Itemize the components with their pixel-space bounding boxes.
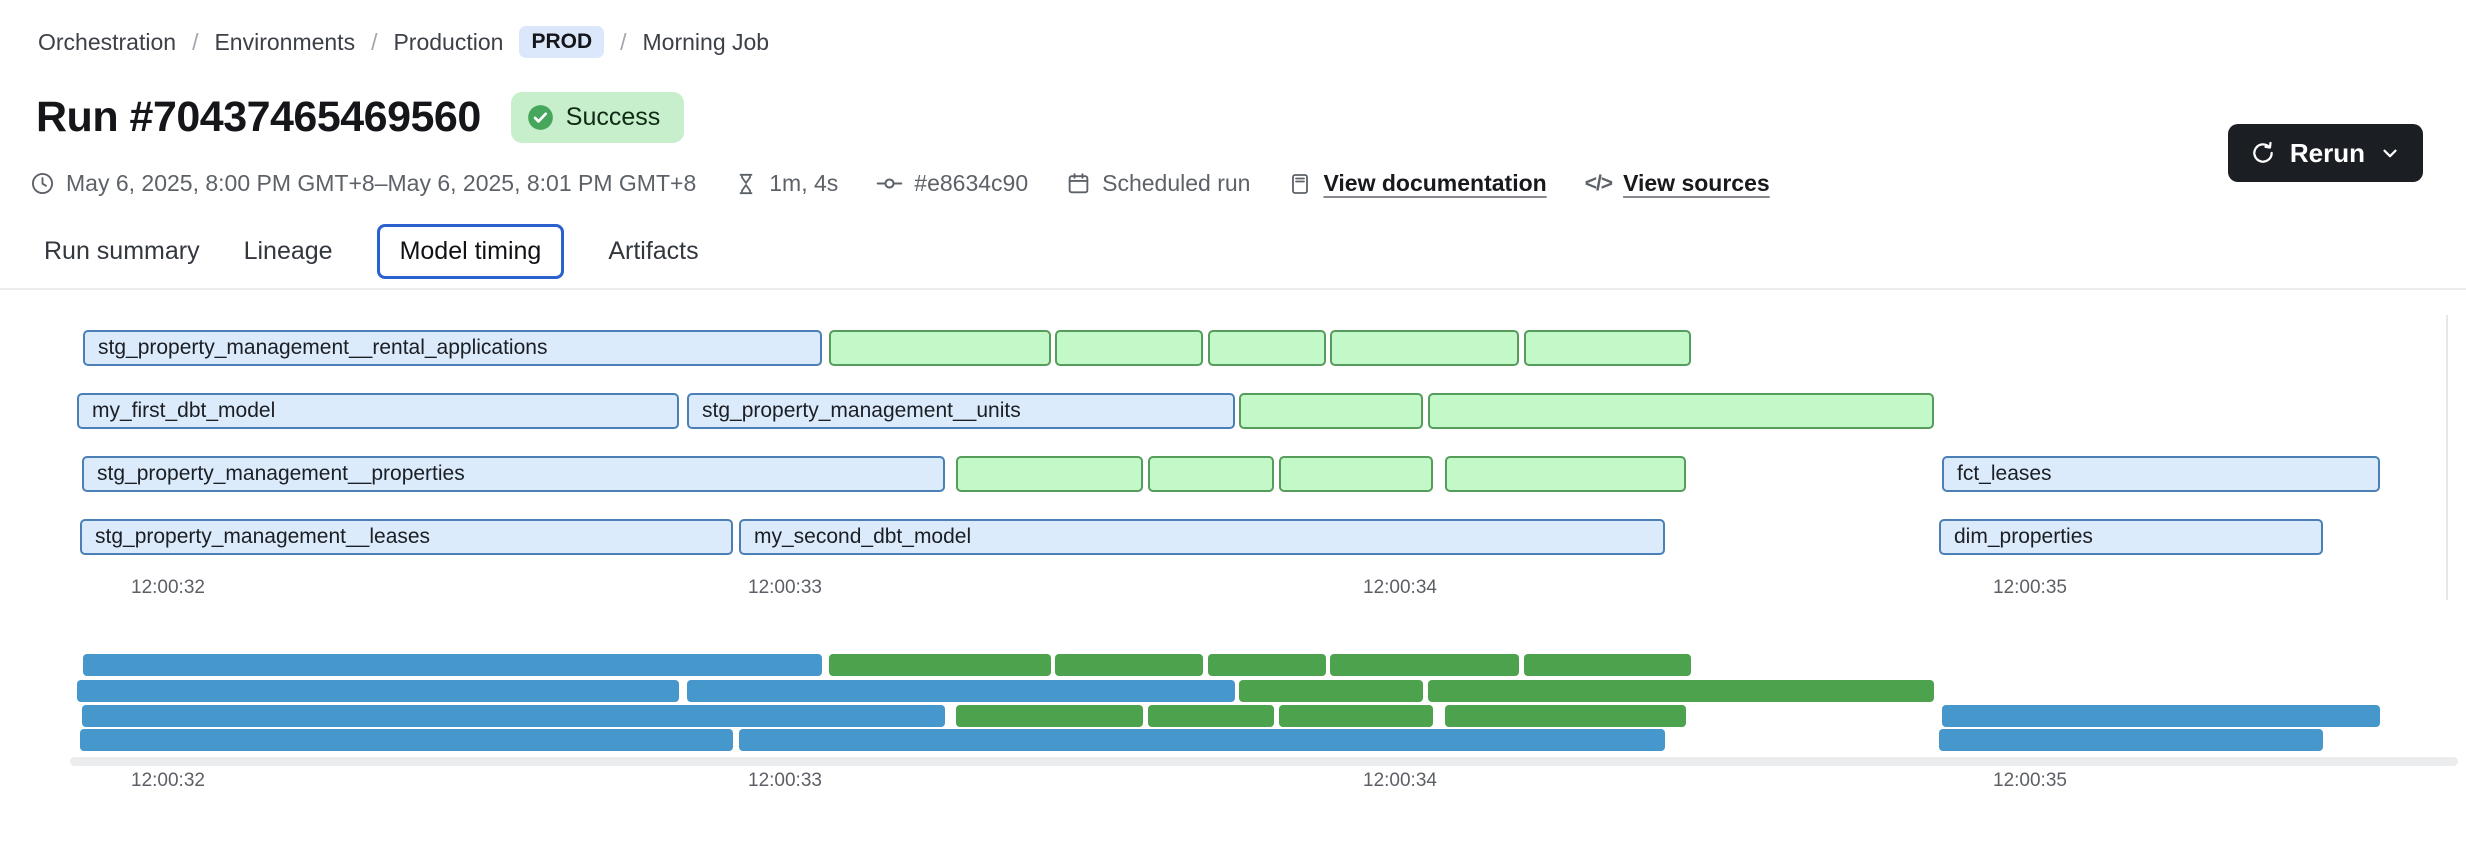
code-icon: </>: [1584, 171, 1613, 195]
minimap-bar-my_second_dbt_model[interactable]: [739, 729, 1665, 751]
minimap-scroll-track[interactable]: [70, 757, 2458, 766]
breadcrumb: Orchestration / Environments / Productio…: [38, 26, 769, 58]
view-documentation-link[interactable]: View documentation: [1288, 170, 1547, 197]
gantt-bar[interactable]: [1524, 330, 1691, 366]
minimap-time-axis: 12:00:32 12:00:33 12:00:34 12:00:35: [0, 770, 2466, 798]
rerun-label: Rerun: [2289, 137, 2365, 168]
refresh-icon: [2253, 141, 2273, 163]
model-timing-gantt: stg_property_management__rental_applicat…: [0, 330, 2466, 560]
tab-artifacts[interactable]: Artifacts: [608, 237, 699, 265]
hourglass-icon: [739, 173, 753, 194]
minimap-bar[interactable]: [1428, 680, 1934, 702]
document-icon: [1292, 173, 1309, 194]
gantt-bar-stg_property_management__units[interactable]: stg_property_management__units: [687, 393, 1235, 429]
axis-tick: 12:00:35: [1993, 770, 2067, 791]
run-duration: 1m, 4s: [734, 170, 838, 197]
gantt-bar[interactable]: [1279, 456, 1433, 492]
timing-minimap: [0, 654, 2466, 754]
bar-label: fct_leases: [1957, 462, 2052, 485]
environment-badge: PROD: [519, 26, 605, 58]
axis-tick: 12:00:35: [1993, 577, 2067, 598]
run-trigger: Scheduled run: [1066, 170, 1250, 197]
minimap-bar[interactable]: [1279, 705, 1433, 727]
minimap-bar-stg_property_management__rental_applications[interactable]: [83, 654, 822, 676]
breadcrumb-environments[interactable]: Environments: [214, 28, 356, 55]
minimap-bar-stg_property_management__properties[interactable]: [82, 705, 945, 727]
check-circle-icon: [527, 105, 553, 130]
gantt-bar-my_second_dbt_model[interactable]: my_second_dbt_model: [739, 519, 1665, 555]
bar-label: stg_property_management__properties: [97, 462, 465, 485]
gantt-bar-stg_property_management__properties[interactable]: stg_property_management__properties: [82, 456, 945, 492]
gantt-bar[interactable]: [1208, 330, 1326, 366]
minimap-bar[interactable]: [1330, 654, 1519, 676]
axis-tick: 12:00:33: [748, 577, 822, 598]
tab-model-timing[interactable]: Model timing: [376, 224, 565, 279]
axis-tick: 12:00:32: [131, 577, 205, 598]
commit-icon: [876, 178, 903, 189]
run-tabs: Run summary Lineage Model timing Artifac…: [44, 224, 699, 279]
gantt-bar[interactable]: [1239, 393, 1423, 429]
gantt-bar-stg_property_management__leases[interactable]: stg_property_management__leases: [80, 519, 733, 555]
tab-run-summary[interactable]: Run summary: [44, 237, 200, 265]
minimap-bar[interactable]: [956, 705, 1143, 727]
minimap-bar[interactable]: [1208, 654, 1326, 676]
breadcrumb-separator: /: [192, 28, 199, 55]
run-meta-row: May 6, 2025, 8:00 PM GMT+8–May 6, 2025, …: [30, 170, 1770, 197]
view-sources-link[interactable]: </> View sources: [1584, 170, 1770, 196]
gantt-bar-dim_properties[interactable]: dim_properties: [1939, 519, 2323, 555]
gantt-bar[interactable]: [956, 456, 1143, 492]
title-row: Run #70437465469560 Success: [36, 92, 685, 143]
axis-tick: 12:00:33: [748, 770, 822, 791]
bar-label: stg_property_management__leases: [95, 525, 431, 548]
gantt-bar[interactable]: [1055, 330, 1203, 366]
gantt-bar-fct_leases[interactable]: fct_leases: [1942, 456, 2380, 492]
gantt-bar-my_first_dbt_model[interactable]: my_first_dbt_model: [77, 393, 679, 429]
run-time-range: May 6, 2025, 8:00 PM GMT+8–May 6, 2025, …: [30, 170, 696, 197]
bar-label: stg_property_management__rental_applicat…: [98, 336, 548, 359]
tab-lineage[interactable]: Lineage: [243, 237, 333, 265]
gantt-bar-stg_property_management__rental_applications[interactable]: stg_property_management__rental_applicat…: [83, 330, 822, 366]
axis-tick: 12:00:32: [131, 770, 205, 791]
bar-label: stg_property_management__units: [702, 399, 1021, 422]
minimap-bar-fct_leases[interactable]: [1942, 705, 2380, 727]
minimap-bar-stg_property_management__leases[interactable]: [80, 729, 733, 751]
breadcrumb-production[interactable]: Production: [393, 28, 504, 55]
breadcrumb-separator: /: [620, 28, 627, 55]
minimap-bar-my_first_dbt_model[interactable]: [77, 680, 679, 702]
status-badge: Success: [510, 92, 685, 143]
breadcrumb-separator: /: [371, 28, 378, 55]
calendar-icon: [1068, 173, 1089, 194]
tabs-divider: [0, 288, 2466, 290]
bar-label: my_second_dbt_model: [754, 525, 972, 548]
gantt-time-axis: 12:00:32 12:00:33 12:00:34 12:00:35: [0, 577, 2466, 605]
minimap-bar[interactable]: [1524, 654, 1691, 676]
minimap-bar[interactable]: [1055, 654, 1203, 676]
minimap-bar[interactable]: [1239, 680, 1423, 702]
gantt-bar[interactable]: [1428, 393, 1934, 429]
minimap-bar[interactable]: [1148, 705, 1274, 727]
minimap-bar-dim_properties[interactable]: [1939, 729, 2323, 751]
page-title: Run #70437465469560: [36, 93, 481, 141]
gantt-bar[interactable]: [829, 330, 1051, 366]
clock-icon: [31, 172, 54, 195]
minimap-bar-stg_property_management__units[interactable]: [687, 680, 1235, 702]
chart-right-edge: [2446, 315, 2448, 600]
status-label: Success: [565, 103, 661, 131]
gantt-bar[interactable]: [1330, 330, 1519, 366]
bar-label: dim_properties: [1954, 525, 2093, 548]
run-commit: #e8634c90: [876, 170, 1028, 197]
breadcrumb-morning-job[interactable]: Morning Job: [642, 28, 770, 55]
breadcrumb-orchestration[interactable]: Orchestration: [38, 28, 177, 55]
axis-tick: 12:00:34: [1363, 770, 1437, 791]
gantt-bar[interactable]: [1445, 456, 1686, 492]
rerun-button[interactable]: Rerun: [2227, 124, 2423, 182]
axis-tick: 12:00:34: [1363, 577, 1437, 598]
bar-label: my_first_dbt_model: [92, 399, 276, 422]
minimap-bar[interactable]: [1445, 705, 1686, 727]
minimap-bar[interactable]: [829, 654, 1051, 676]
chevron-down-icon: [2383, 149, 2397, 158]
gantt-bar[interactable]: [1148, 456, 1274, 492]
